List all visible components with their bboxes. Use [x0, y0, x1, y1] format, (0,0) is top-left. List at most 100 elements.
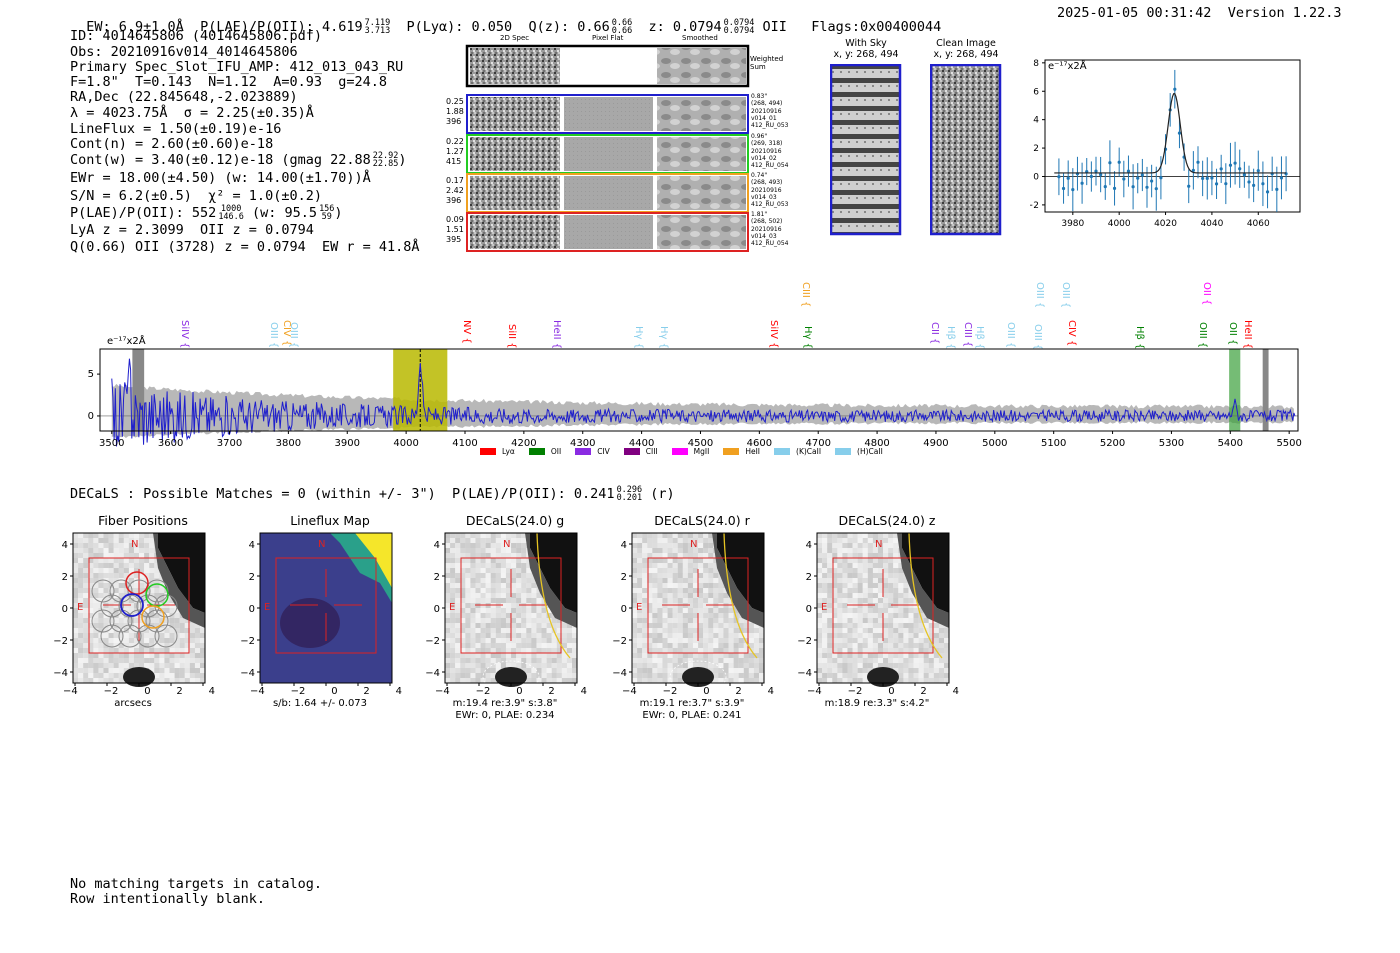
spectrum-xtick-label: 3500 — [99, 438, 124, 449]
full-spectrum-plot: 5 0 3500 3600 3700 3800 3900 4000 4100 4200 4300 44… — [88, 348, 1302, 449]
zoom-point — [1177, 131, 1182, 135]
spectrum-line-label: CIII { — [800, 282, 811, 308]
legend-swatch — [835, 448, 852, 455]
zoom-point — [1150, 179, 1154, 183]
decals-ytick-label: 2 — [434, 572, 440, 583]
spectrum-xtick-label: 3900 — [335, 438, 360, 449]
zoom-point — [1279, 176, 1284, 180]
spectrum-line-label: OII { — [1227, 322, 1238, 346]
spectrum-bad-region — [132, 349, 145, 431]
zoom-point — [1126, 169, 1131, 173]
decals-panel-title: DECaLS(24.0) z — [838, 513, 936, 528]
spectrum-legend: Lyα OII CIV CIII MgII HeII (K)CaII (H)CaII — [480, 447, 897, 456]
clean-image-title: Clean Image x, y: 268, 494 — [933, 38, 999, 60]
legend-item: CIII — [623, 447, 658, 456]
zoom-unit-label: e⁻¹⁷x2Å — [1048, 61, 1087, 72]
zoom-point — [1122, 177, 1126, 181]
legend-label: CIV — [597, 447, 610, 456]
zoom-plot: e⁻¹⁷x2Å 8 6 4 2 0 −2 3980 4000 4020 4040 4060 — [1030, 55, 1340, 235]
header-flags: Flags:0x00400044 — [811, 19, 942, 35]
zoom-ytick-label: 2 — [1033, 144, 1039, 154]
decals-ytick-label: 4 — [806, 540, 812, 551]
spectrum-xtick-label: 3600 — [158, 438, 183, 449]
spectrum-frame — [99, 348, 1299, 432]
zoom-point — [1108, 161, 1112, 165]
header-z: z: 0.0794 — [648, 19, 722, 35]
cutout-row-right-2: 0.74" (268, 493) 20210916 v014_03 412_RU_053 — [751, 172, 789, 209]
decals-panel-image: N E 4 2 0 −2 −4 — [53, 532, 206, 687]
zoom-point — [1057, 175, 1061, 179]
spectrum-ytick-label: 0 — [88, 411, 94, 422]
zoom-point — [1071, 188, 1075, 192]
spectrum-line-label: CIII { — [962, 322, 973, 348]
zoom-point — [1140, 173, 1144, 177]
decals-xtick-labels: −4 −2 0 2 4 — [622, 686, 774, 697]
cutout-header-smoothed: Smoothed — [682, 34, 718, 42]
zoom-ytick-label: 4 — [1033, 116, 1039, 126]
decals-ytick-label: 2 — [806, 572, 812, 583]
decals-ytick-label: −2 — [240, 636, 255, 647]
cutout-row-right-3: 1.81" (268, 502) 20210916 v014_03 412_RU_054 — [751, 211, 789, 248]
cutout-row-left-3: 0.09 1.51 395 — [446, 215, 464, 244]
decals-ytick-label: −4 — [425, 668, 440, 679]
spectrum-xtick-label: 4000 — [393, 438, 418, 449]
legend-label: CIII — [645, 447, 658, 456]
zoom-point — [1066, 176, 1070, 180]
cutout-row-left-2: 0.17 2.42 396 — [446, 176, 464, 205]
cutout-row-right-1: 0.96" (269, 318) 20210916 v014_02 412_RU_054 — [751, 133, 789, 170]
zoom-fit-line — [1054, 93, 1287, 174]
info-obs: Obs: 20210916v014_4014645806 — [70, 44, 298, 60]
with-sky-image — [830, 64, 902, 236]
decals-ytick-label: 0 — [806, 604, 812, 615]
decals-panel-caption: m:18.9 re:3.3" s:4.2" — [824, 698, 930, 709]
legend-label: MgII — [693, 447, 710, 456]
decals-panel-image: N E 4 2 0 −2 −4 — [240, 532, 393, 686]
legend-item: CIV — [575, 447, 610, 456]
zoom-point — [1247, 180, 1251, 184]
zoom-xtick-label: 3980 — [1061, 219, 1084, 229]
legend-item: (K)CaII — [774, 447, 821, 456]
info-primary: Primary Spec_Slot_IFU_AMP: 412_013_043_R… — [70, 59, 404, 75]
east-label: E — [636, 602, 642, 613]
decals-xtick-labels: −4 −2 0 2 4 — [63, 686, 215, 697]
decals-ytick-label: 0 — [434, 604, 440, 615]
spectrum-xtick-label: 5300 — [1159, 438, 1184, 449]
decals-xtick-labels: −4 −2 0 2 4 — [435, 686, 587, 697]
zoom-point — [1233, 161, 1237, 165]
legend-item: (H)CaII — [835, 447, 883, 456]
clean-image — [930, 64, 1002, 236]
zoom-point — [1173, 87, 1177, 91]
north-label: N — [131, 539, 138, 550]
info-plae: P(LAE)/P(OII): 552 1000 146.6 (w: 95.5 156 5… — [70, 204, 343, 222]
legend-label: (H)CaII — [857, 447, 883, 456]
decals-ytick-label: 0 — [249, 604, 255, 615]
legend-label: (K)CaII — [796, 447, 822, 456]
zoom-point — [1159, 176, 1163, 180]
spectrum-xtick-label: 4700 — [805, 438, 830, 449]
spectrum-xtick-label: 4300 — [570, 438, 595, 449]
east-label: E — [264, 602, 270, 613]
east-label: E — [821, 602, 827, 613]
zoom-point — [1191, 168, 1195, 172]
legend-label: HeII — [745, 447, 761, 456]
north-label: N — [318, 539, 325, 550]
legend-swatch — [671, 448, 688, 455]
north-label: N — [875, 539, 882, 550]
zoom-ytick-label: 8 — [1033, 59, 1039, 69]
decals-ytick-label: −4 — [240, 668, 255, 679]
zoom-ytick-label: 0 — [1033, 172, 1039, 182]
info-lambda: λ = 4023.75Å σ = 2.25(±0.35)Å — [70, 105, 314, 121]
spectrum-xtick-label: 5100 — [1041, 438, 1066, 449]
header-plae: P(LAE)/P(OII): 4.619 — [200, 19, 363, 35]
decals-ytick-label: 0 — [62, 604, 68, 615]
header-z-line: OII — [762, 19, 787, 35]
zoom-point — [1252, 183, 1256, 187]
decals-panel-title: Lineflux Map — [290, 513, 370, 528]
decals-ytick-label: 2 — [621, 572, 627, 583]
zoom-point — [1089, 174, 1093, 179]
cutout-header-pixelflat: Pixel Flat — [592, 34, 624, 42]
spectrum-xtick-label: 4200 — [511, 438, 536, 449]
weighted-sum-label: Weighted Sum — [750, 55, 784, 71]
legend-item: HeII — [723, 447, 760, 456]
decals-panel-title: DECaLS(24.0) r — [654, 513, 750, 528]
